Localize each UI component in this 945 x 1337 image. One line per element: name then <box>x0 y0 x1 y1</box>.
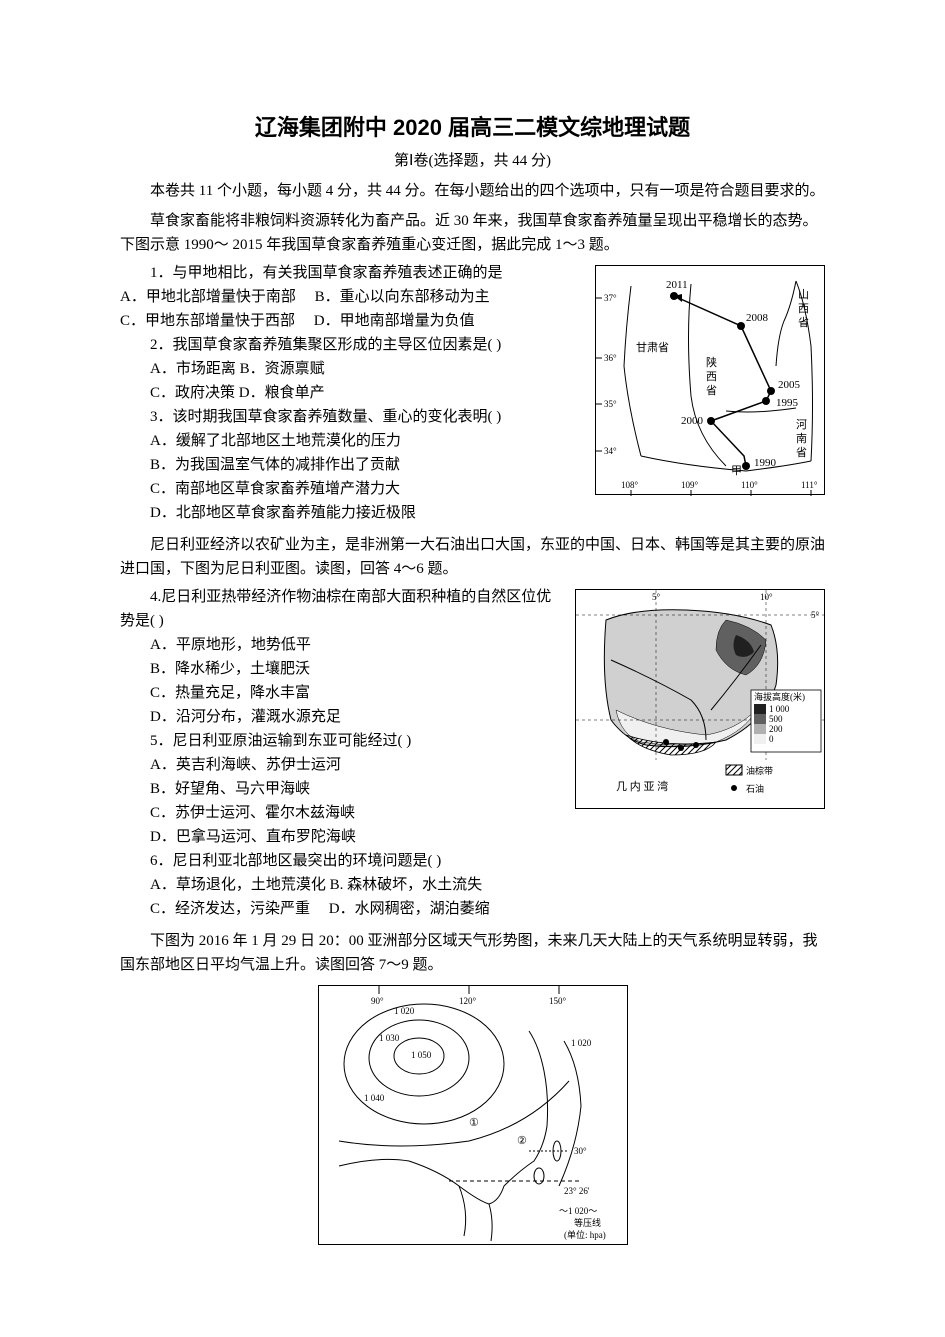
svg-text:山: 山 <box>798 288 809 301</box>
svg-text:2011: 2011 <box>666 279 688 291</box>
q2-options-ab: A．市场距离 B．资源禀赋 <box>120 357 585 381</box>
svg-text:109°: 109° <box>681 480 699 490</box>
svg-text:1995: 1995 <box>776 397 799 409</box>
q5-stem: 5．尼日利亚原油运输到东亚可能经过( ) <box>120 729 565 753</box>
svg-text:90°: 90° <box>371 996 384 1006</box>
q1-option-a: A．甲地北部增量快于南部 B．重心以向东部移动为主 <box>120 285 585 309</box>
svg-text:2000: 2000 <box>681 415 704 427</box>
q6-options-cd: C．经济发达，污染严重 D．水网稠密，湖泊萎缩 <box>120 897 565 921</box>
passage-1: 草食家畜能将非粮饲料资源转化为畜产品。近 30 年来，我国草食家畜养殖量呈现出平… <box>120 209 825 257</box>
svg-text:1990: 1990 <box>754 457 777 469</box>
q6-stem: 6．尼日利亚北部地区最突出的环境问题是( ) <box>120 849 565 873</box>
svg-text:1 050: 1 050 <box>411 1050 432 1060</box>
q4-option-a: A．平原地形，地势低平 <box>120 633 565 657</box>
q5-option-a: A．英吉利海峡、苏伊士运河 <box>120 753 565 777</box>
passage-3: 下图为 2016 年 1 月 29 日 20：00 亚洲部分区域天气形势图，未来… <box>120 929 825 977</box>
q4-option-b: B．降水稀少，土壤肥沃 <box>120 657 565 681</box>
svg-text:120°: 120° <box>459 996 477 1006</box>
svg-text:110°: 110° <box>741 480 758 490</box>
svg-text:34°: 34° <box>604 446 617 456</box>
svg-text:西: 西 <box>706 371 717 383</box>
svg-text:～1 020～: ～1 020～ <box>559 1206 597 1216</box>
svg-text:5°: 5° <box>811 610 820 620</box>
q5-option-d: D．巴拿马运河、直布罗陀海峡 <box>120 825 565 849</box>
q4-option-c: C．热量充足，降水丰富 <box>120 681 565 705</box>
q3-option-a: A．缓解了北部地区土地荒漠化的压力 <box>120 429 585 453</box>
svg-text:35°: 35° <box>604 399 617 409</box>
svg-text:海拔高度(米): 海拔高度(米) <box>754 691 805 702</box>
svg-text:108°: 108° <box>621 480 639 490</box>
svg-text:111°: 111° <box>801 480 818 490</box>
svg-text:2008: 2008 <box>746 312 769 324</box>
svg-text:②: ② <box>517 1135 527 1147</box>
svg-text:陕: 陕 <box>706 355 717 369</box>
figure-map-1: 2011 2008 2005 1995 2000 1990 甲 甘肃省 陕 西 … <box>595 265 825 495</box>
svg-text:南: 南 <box>796 432 807 445</box>
q1-option-c: C．甲地东部增量快于西部 D．甲地南部增量为负值 <box>120 309 585 333</box>
svg-text:甲: 甲 <box>731 465 742 477</box>
svg-text:①: ① <box>469 1117 479 1129</box>
svg-text:1 020: 1 020 <box>394 1006 415 1016</box>
passage-2: 尼日利亚经济以农矿业为主，是非洲第一大石油出口大国，东亚的中国、日本、韩国等是其… <box>120 533 825 581</box>
svg-text:1 040: 1 040 <box>364 1093 385 1103</box>
svg-text:37°: 37° <box>604 293 617 303</box>
exam-title: 辽海集团附中 2020 届高三二模文综地理试题 <box>120 110 825 145</box>
svg-text:200: 200 <box>769 724 783 734</box>
q5-option-b: B．好望角、马六甲海峡 <box>120 777 565 801</box>
svg-text:2005: 2005 <box>778 379 801 391</box>
svg-text:10°: 10° <box>760 592 773 602</box>
svg-text:河: 河 <box>796 418 807 431</box>
svg-text:0: 0 <box>769 734 774 744</box>
svg-text:几 内 亚 湾: 几 内 亚 湾 <box>616 779 668 793</box>
svg-text:省: 省 <box>706 384 717 397</box>
svg-text:省: 省 <box>798 316 809 329</box>
q3-option-b: B．为我国温室气体的减排作出了贡献 <box>120 453 585 477</box>
svg-text:1 000: 1 000 <box>769 704 790 714</box>
figure-map-2: 5° 10° 5° 10° 几 内 亚 湾 海拔高度(米) 1 000 500 … <box>575 589 825 809</box>
svg-text:等压线: 等压线 <box>574 1217 601 1228</box>
svg-text:500: 500 <box>769 714 783 724</box>
q5-option-c: C．苏伊士运河、霍尔木兹海峡 <box>120 801 565 825</box>
svg-text:1 020: 1 020 <box>571 1038 592 1048</box>
group-q1-q3: 2011 2008 2005 1995 2000 1990 甲 甘肃省 陕 西 … <box>120 261 825 525</box>
svg-text:石油: 石油 <box>746 783 764 794</box>
svg-text:30°: 30° <box>574 1146 587 1156</box>
svg-text:油棕带: 油棕带 <box>746 765 773 776</box>
svg-text:甘肃省: 甘肃省 <box>636 341 669 354</box>
svg-text:36°: 36° <box>604 353 617 363</box>
svg-text:省: 省 <box>796 446 807 459</box>
svg-text:150°: 150° <box>549 996 567 1006</box>
q3-stem: 3．该时期我国草食家畜养殖数量、重心的变化表明( ) <box>120 405 585 429</box>
q4-option-d: D．沿河分布，灌溉水源充足 <box>120 705 565 729</box>
q2-stem: 2．我国草食家畜养殖集聚区形成的主导区位因素是( ) <box>120 333 585 357</box>
q4-stem: 4.尼日利亚热带经济作物油棕在南部大面积种植的自然区位优势是( ) <box>120 585 565 633</box>
q3-option-c: C．南部地区草食家畜养殖增产潜力大 <box>120 477 585 501</box>
group-q4-q6: 5° 10° 5° 10° 几 内 亚 湾 海拔高度(米) 1 000 500 … <box>120 585 825 921</box>
section-subtitle: 第Ⅰ卷(选择题，共 44 分) <box>120 149 825 173</box>
figure-map-3: 1 050 1 040 1 030 1 020 1 020 ① ② 90° 12… <box>318 985 628 1245</box>
q6-options-ab: A．草场退化，土地荒漠化 B. 森林破坏，水土流失 <box>120 873 565 897</box>
svg-text:23° 26': 23° 26' <box>564 1186 590 1196</box>
svg-text:(单位: hpa): (单位: hpa) <box>564 1229 606 1240</box>
q2-options-cd: C．政府决策 D．粮食单产 <box>120 381 585 405</box>
svg-text:5°: 5° <box>652 592 661 602</box>
q3-option-d: D．北部地区草食家畜养殖能力接近极限 <box>120 501 585 525</box>
q1-stem: 1．与甲地相比，有关我国草食家畜养殖表述正确的是 <box>120 261 585 285</box>
svg-text:西: 西 <box>798 303 809 315</box>
instructions: 本卷共 11 个小题，每小题 4 分，共 44 分。在每小题给出的四个选项中，只… <box>120 179 825 203</box>
svg-text:1 030: 1 030 <box>379 1033 400 1043</box>
